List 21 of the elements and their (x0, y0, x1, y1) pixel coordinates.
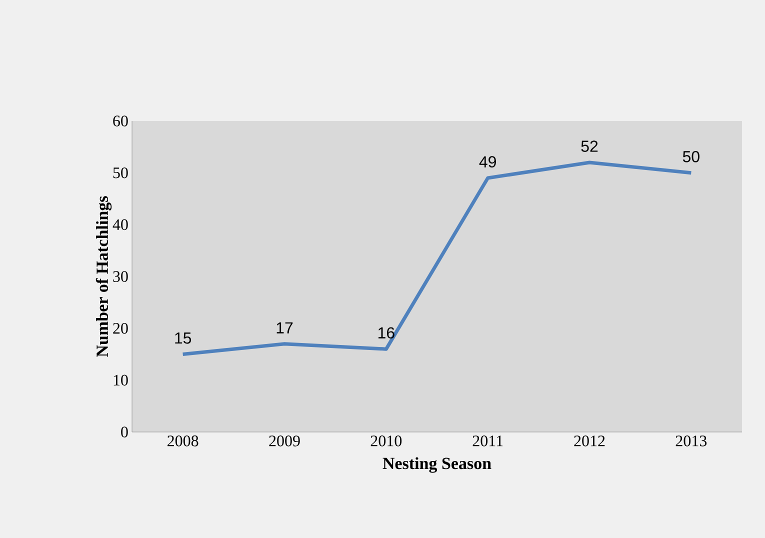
y-axis-title: Number of Hatchlings (96, 196, 112, 357)
data-label: 49 (479, 156, 496, 168)
x-tick-label: 2011 (472, 436, 503, 446)
y-tick-label: 30 (113, 271, 128, 282)
data-label: 17 (276, 322, 293, 334)
y-tick-label: 40 (112, 219, 128, 230)
x-tick-label: 2008 (168, 436, 198, 446)
y-tick-label: 20 (113, 322, 128, 334)
y-tick-label: 10 (114, 374, 128, 386)
y-tick-label: 0 (121, 426, 128, 438)
x-tick-label: 2010 (370, 436, 402, 446)
data-label: 16 (378, 327, 394, 339)
y-tick-label: 50 (113, 167, 128, 178)
x-tick-label: 2013 (676, 436, 707, 446)
data-label: 52 (581, 140, 598, 152)
data-label: 50 (682, 150, 700, 162)
y-tick-label: 60 (113, 116, 128, 126)
x-tick-label: 2012 (574, 436, 605, 446)
data-label: 15 (175, 332, 192, 344)
x-tick-label: 2009 (269, 436, 300, 446)
x-axis-title: Nesting Season (382, 457, 492, 473)
